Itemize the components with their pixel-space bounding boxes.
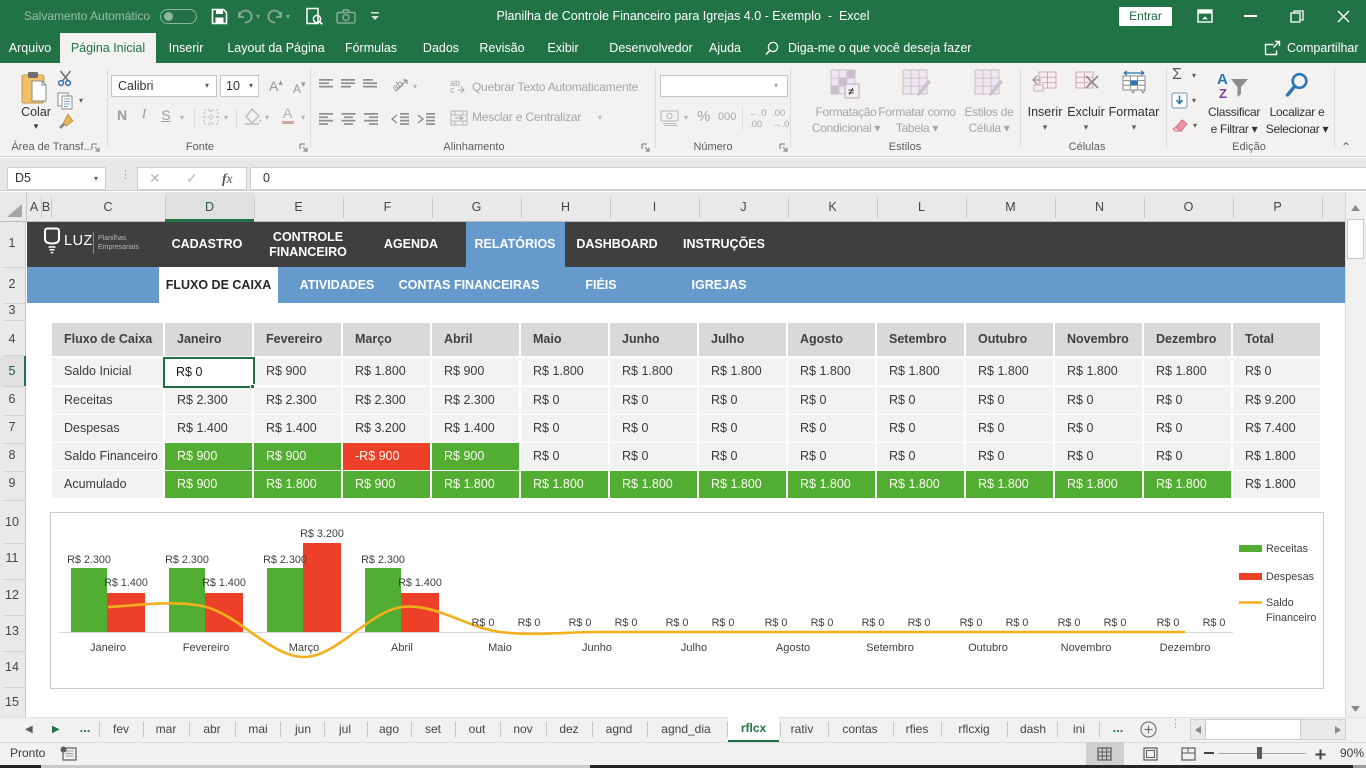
svg-text:R$ 1.400: R$ 1.400 xyxy=(202,577,246,589)
svg-text:R$ 0: R$ 0 xyxy=(615,617,638,629)
svg-text:R$ 0: R$ 0 xyxy=(1104,617,1127,629)
svg-text:R$ 0: R$ 0 xyxy=(908,617,931,629)
svg-text:Setembro: Setembro xyxy=(866,642,914,654)
svg-text:ab: ab xyxy=(450,78,460,88)
svg-text:Empresariais: Empresariais xyxy=(98,244,139,251)
svg-text:R$ 0: R$ 0 xyxy=(666,617,689,629)
svg-text:R$ 0: R$ 0 xyxy=(1157,617,1180,629)
svg-text:A: A xyxy=(1217,71,1228,88)
svg-text:R$ 0: R$ 0 xyxy=(569,617,592,629)
svg-text:R$ 0: R$ 0 xyxy=(1006,617,1029,629)
svg-text:R$ 0: R$ 0 xyxy=(765,617,788,629)
svg-text:≠: ≠ xyxy=(848,86,854,98)
svg-text:Dezembro: Dezembro xyxy=(1160,642,1211,654)
svg-text:Novembro: Novembro xyxy=(1061,642,1112,654)
svg-text:R$ 0: R$ 0 xyxy=(1058,617,1081,629)
svg-text:Receitas: Receitas xyxy=(1266,543,1309,555)
svg-text:R$ 2.300: R$ 2.300 xyxy=(67,554,111,566)
svg-text:R$ 0: R$ 0 xyxy=(472,617,495,629)
svg-text:Saldo: Saldo xyxy=(1266,597,1294,609)
svg-text:R$ 3.200: R$ 3.200 xyxy=(300,528,344,540)
svg-text:R$ 2.300: R$ 2.300 xyxy=(263,554,307,566)
svg-text:Março: Março xyxy=(289,642,320,654)
svg-text:R$ 0: R$ 0 xyxy=(811,617,834,629)
svg-text:Julho: Julho xyxy=(681,642,707,654)
svg-text:R$ 0: R$ 0 xyxy=(518,617,541,629)
svg-text:Maio: Maio xyxy=(488,642,512,654)
svg-text:Abril: Abril xyxy=(391,642,413,654)
svg-text:R$ 0: R$ 0 xyxy=(862,617,885,629)
svg-text:Despesas: Despesas xyxy=(1266,571,1315,583)
svg-text:LUZ: LUZ xyxy=(64,233,93,249)
svg-text:Janeiro: Janeiro xyxy=(90,642,126,654)
svg-text:R$ 2.300: R$ 2.300 xyxy=(361,554,405,566)
svg-text:R$ 1.400: R$ 1.400 xyxy=(398,577,442,589)
svg-text:Z: Z xyxy=(1219,86,1227,98)
svg-text:Financeiro: Financeiro xyxy=(1266,612,1316,624)
svg-text:R$ 0: R$ 0 xyxy=(1203,617,1226,629)
svg-text:Junho: Junho xyxy=(582,642,612,654)
svg-text:R$ 0: R$ 0 xyxy=(960,617,983,629)
svg-text:R$ 2.300: R$ 2.300 xyxy=(165,554,209,566)
svg-text:Fevereiro: Fevereiro xyxy=(183,642,229,654)
svg-text:Outubro: Outubro xyxy=(968,642,1008,654)
svg-text:R$ 1.400: R$ 1.400 xyxy=(104,577,148,589)
svg-text:Planilhas: Planilhas xyxy=(98,235,127,242)
svg-text:c: c xyxy=(450,85,455,94)
svg-text:Agosto: Agosto xyxy=(776,642,810,654)
svg-text:R$ 0: R$ 0 xyxy=(712,617,735,629)
